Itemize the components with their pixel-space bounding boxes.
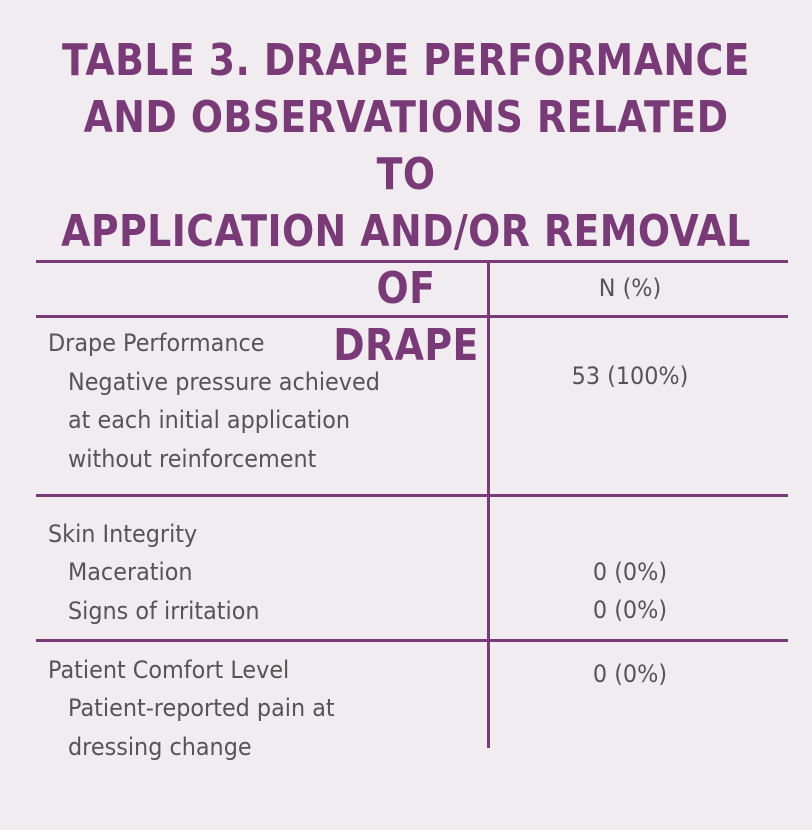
section-heading-patient-comfort-level: Patient Comfort Level [48, 656, 290, 684]
row-value: 53 (100%) [571, 362, 689, 390]
title-line: AND OBSERVATIONS RELATED TO [83, 92, 729, 200]
table-top-rule [36, 260, 788, 263]
row-label-line: dressing change [68, 733, 252, 761]
section-heading-drape-performance: Drape Performance [48, 329, 265, 357]
section-rule [36, 639, 788, 642]
title-line: DRAPE [333, 320, 479, 371]
header-rule [36, 315, 788, 318]
row-label-line: Signs of irritation [68, 597, 260, 625]
section-rule [36, 494, 788, 497]
row-label-line: without reinforcement [68, 445, 317, 473]
row-label-line: at each initial application [68, 406, 351, 434]
row-value: 0 (0%) [592, 558, 668, 586]
column-header-n-percent: N (%) [598, 274, 662, 302]
table-title: TABLE 3. DRAPE PERFORMANCE AND OBSERVATI… [57, 32, 755, 374]
section-heading-skin-integrity: Skin Integrity [48, 520, 198, 548]
row-label-line: Negative pressure achieved [68, 368, 380, 396]
row-label-line: Maceration [68, 558, 193, 586]
row-value: 0 (0%) [592, 660, 668, 688]
row-label-line: Patient-reported pain at [68, 694, 335, 722]
title-line: APPLICATION AND/OR REMOVAL OF [61, 206, 751, 314]
title-line: TABLE 3. DRAPE PERFORMANCE [62, 35, 750, 86]
row-value: 0 (0%) [592, 596, 668, 624]
column-divider [487, 262, 490, 748]
